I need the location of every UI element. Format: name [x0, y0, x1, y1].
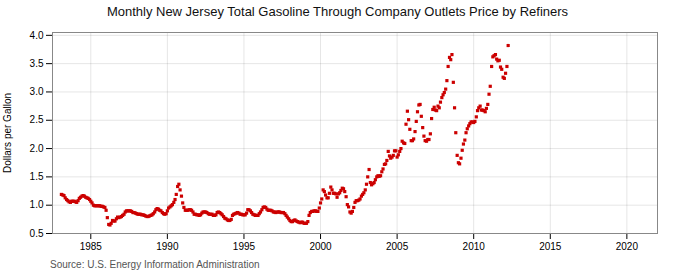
svg-text:1.5: 1.5 — [30, 171, 44, 182]
svg-text:2010: 2010 — [463, 241, 486, 252]
svg-text:1.0: 1.0 — [30, 199, 44, 210]
svg-text:1995: 1995 — [233, 241, 256, 252]
svg-text:2000: 2000 — [309, 241, 332, 252]
svg-text:2.5: 2.5 — [30, 114, 44, 125]
svg-text:3.5: 3.5 — [30, 58, 44, 69]
svg-text:4.0: 4.0 — [30, 30, 44, 41]
svg-text:2020: 2020 — [616, 241, 639, 252]
svg-text:3.0: 3.0 — [30, 86, 44, 97]
svg-text:2005: 2005 — [386, 241, 409, 252]
svg-text:2015: 2015 — [539, 241, 562, 252]
html-text:Monthly New Jersey Total Gasol: Monthly New Jersey Total Gasoline Throug… — [106, 4, 569, 19]
svg-text:0.5: 0.5 — [30, 228, 44, 239]
svg-text:1985: 1985 — [80, 241, 103, 252]
svg-text:1990: 1990 — [156, 241, 179, 252]
svg-text:Dollars per Gallon: Dollars per Gallon — [2, 93, 13, 173]
svg-text:2.0: 2.0 — [30, 143, 44, 154]
html-text:Source: U.S. Energy Informatio: Source: U.S. Energy Information Administ… — [50, 259, 260, 270]
